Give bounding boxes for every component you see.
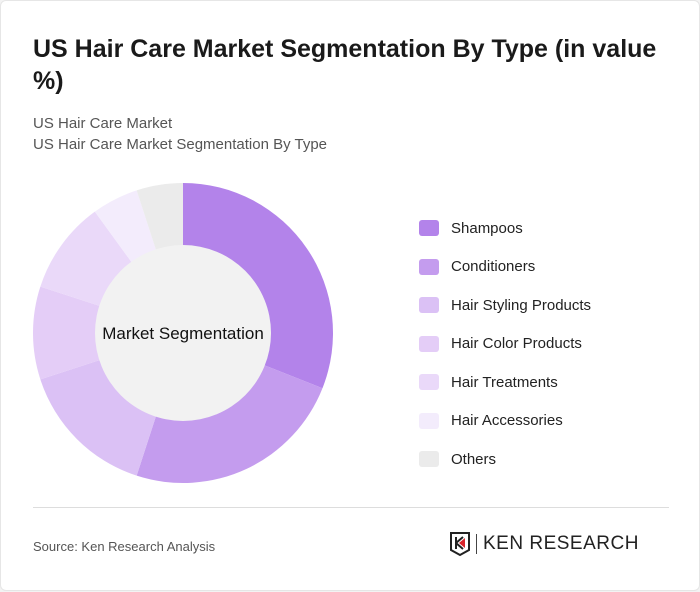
donut-hole — [95, 245, 271, 421]
chart-subtitle: US Hair Care Market — [33, 115, 173, 132]
legend-item[interactable]: Hair Color Products — [419, 325, 591, 364]
chart-subtitle-2: US Hair Care Market Segmentation By Type — [33, 136, 328, 153]
legend: Shampoos Conditioners Hair Styling Product… — [419, 209, 591, 479]
legend-item[interactable]: Hair Treatments — [419, 363, 591, 402]
legend-item[interactable]: Conditioners — [419, 248, 591, 287]
legend-item[interactable]: Hair Styling Products — [419, 286, 591, 325]
legend-label: Shampoos — [451, 219, 523, 237]
legend-swatch — [419, 412, 439, 429]
legend-label: Hair Styling Products — [451, 296, 592, 314]
center-label: Market Segmentation — [102, 324, 264, 343]
legend-swatch — [419, 297, 439, 314]
legend-swatch — [419, 374, 439, 391]
divider — [33, 507, 669, 508]
legend-item[interactable]: Shampoos — [419, 209, 591, 248]
legend-swatch — [419, 258, 439, 275]
legend-label: Conditioners — [451, 258, 536, 276]
chart-title: US Hair Care Market Segmentation By Type… — [33, 35, 657, 95]
legend-label: Hair Treatments — [451, 373, 558, 391]
legend-label: Hair Color Products — [451, 335, 582, 353]
legend-label: Hair Accessories — [451, 412, 563, 430]
logo-icon — [450, 532, 470, 557]
legend-item[interactable]: Others — [419, 440, 591, 479]
legend-item[interactable]: Hair Accessories — [419, 402, 591, 441]
legend-swatch — [419, 335, 439, 352]
legend-swatch — [419, 220, 439, 237]
legend-swatch — [419, 451, 439, 468]
ken-research-logo: KEN RESEARCH — [449, 531, 639, 557]
source-text: Source: Ken Research Analysis — [33, 539, 216, 554]
logo-text: KEN RESEARCH — [483, 533, 639, 554]
legend-label: Others — [451, 450, 497, 468]
